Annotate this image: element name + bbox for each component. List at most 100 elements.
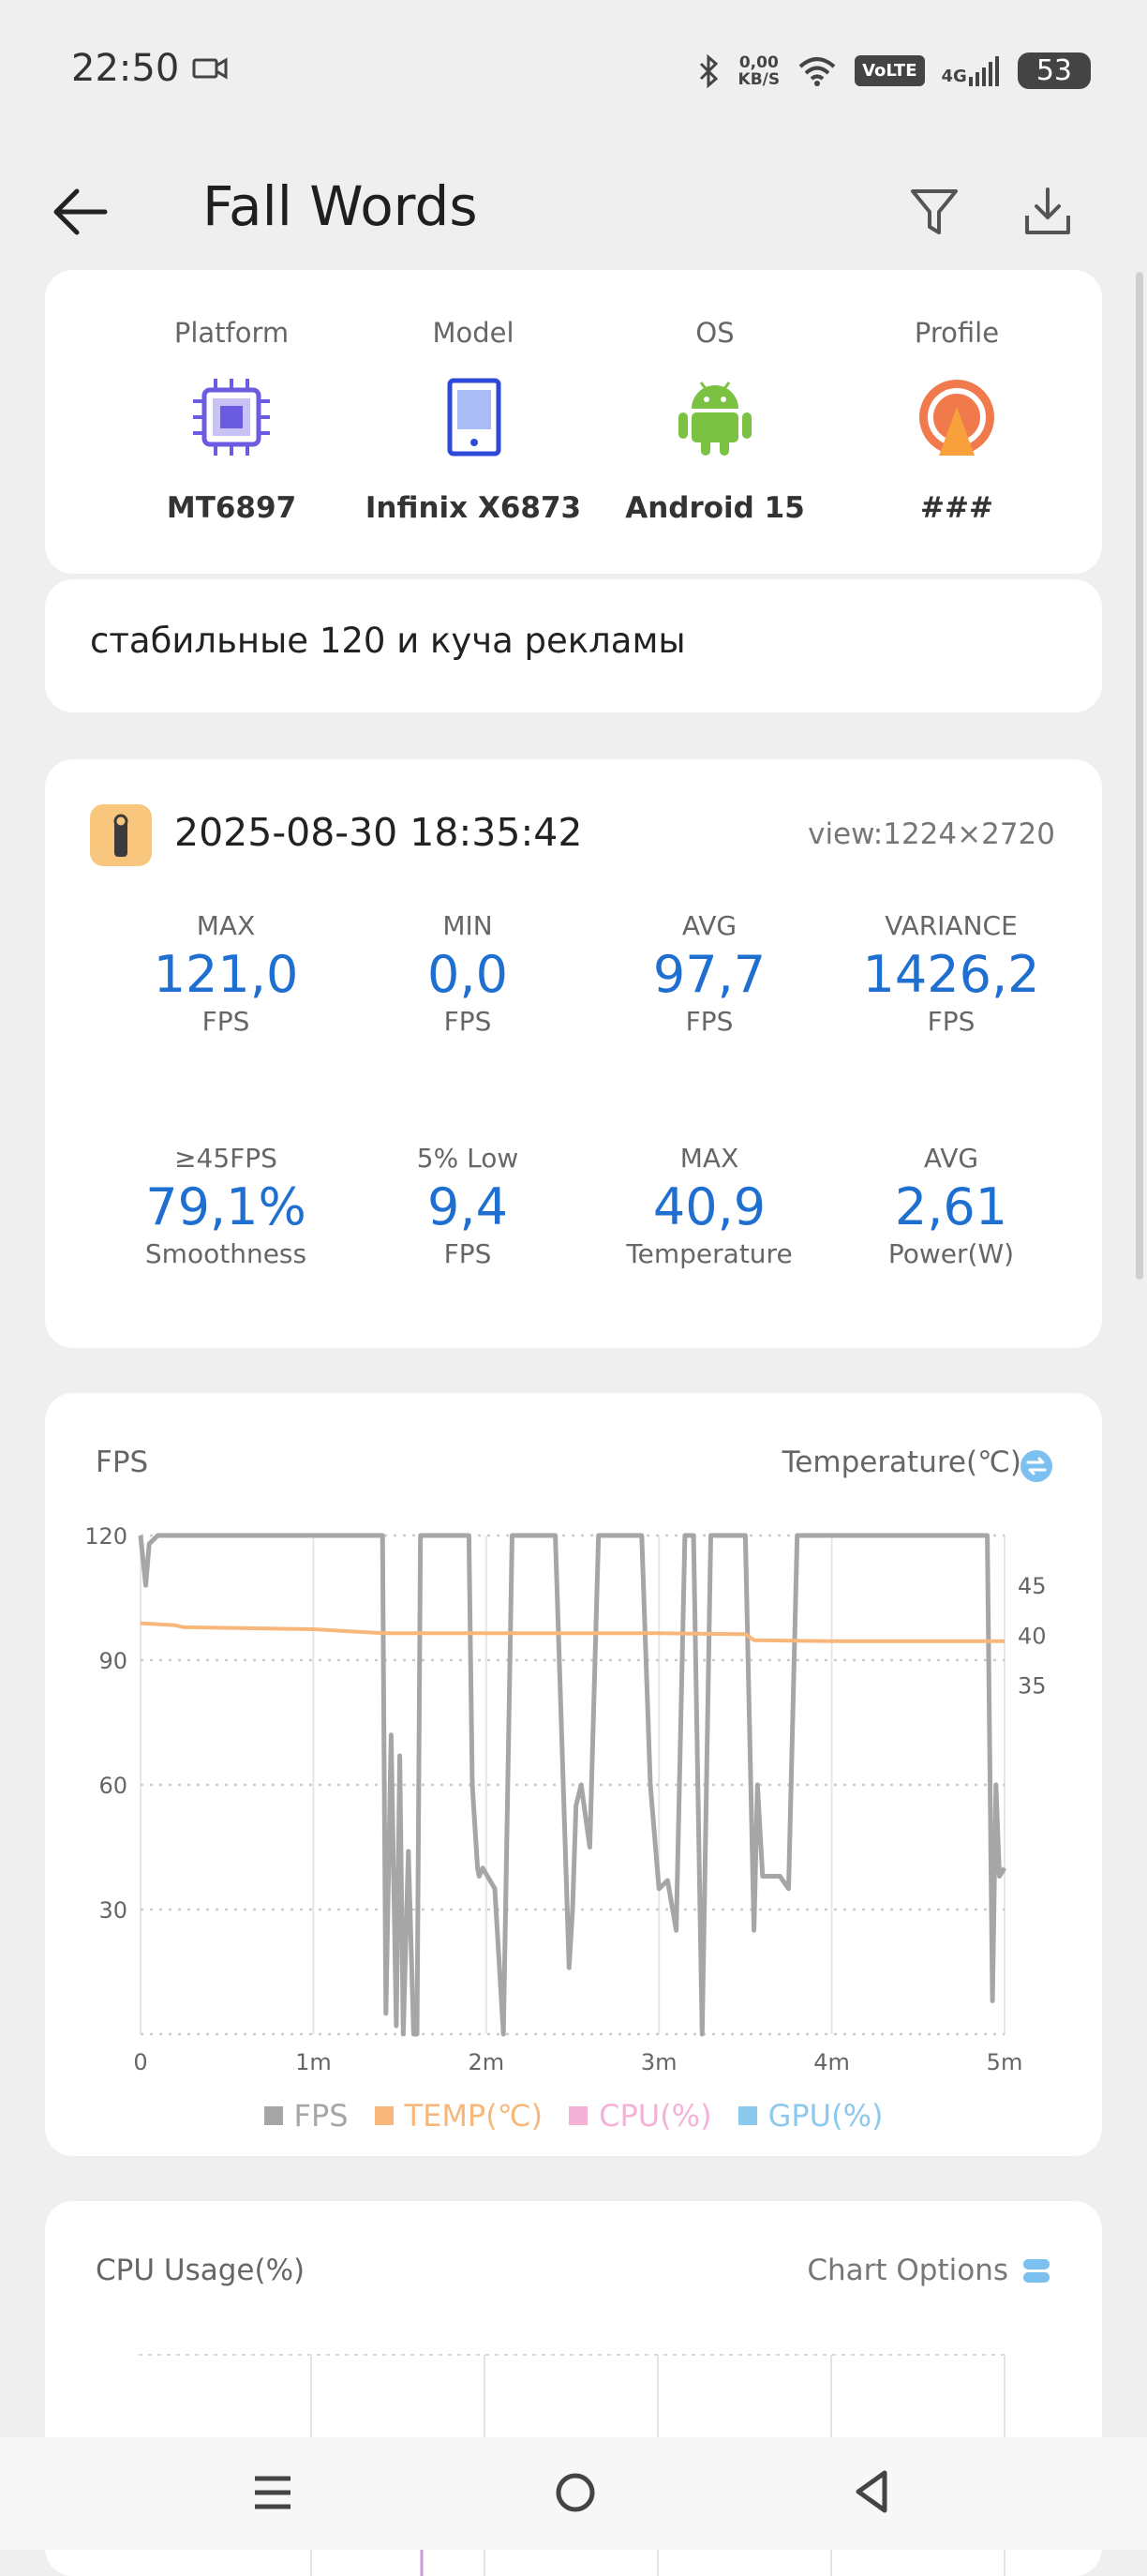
video-camera-icon	[192, 57, 228, 80]
legend-swatch	[569, 2106, 588, 2125]
stat-unit: Temperature	[626, 1238, 793, 1269]
stat-unit: FPS	[443, 1006, 492, 1037]
download-icon[interactable]	[1021, 186, 1074, 238]
status-right: 0,00 KB/S VoLTE 4G 53	[697, 52, 1091, 89]
status-bar: 22:50 0,00 KB/S VoLTE 4G	[0, 0, 1147, 150]
back-triangle-icon[interactable]	[849, 2467, 896, 2516]
session-datetime: 2025-08-30 18:35:42	[174, 810, 583, 855]
stat-value: 97,7	[652, 945, 767, 1004]
legend-swatch	[374, 2106, 394, 2125]
arrow-left-icon[interactable]	[51, 187, 111, 236]
stat-max-fps: MAX 121,0 FPS	[105, 907, 347, 1039]
stat-label: 5% Low	[416, 1143, 519, 1174]
profile-value: ###	[920, 491, 993, 525]
stat-min-fps: MIN 0,0 FPS	[347, 907, 588, 1039]
app-logo-glyph	[113, 814, 128, 857]
stat-unit: Smoothness	[144, 1238, 307, 1269]
stat-value: 79,1%	[145, 1177, 306, 1236]
stat-value: 1426,2	[862, 945, 1040, 1004]
bluetooth-icon	[699, 53, 718, 88]
swap-axis-icon[interactable]	[1020, 1449, 1053, 1483]
platform-value: MT6897	[166, 491, 297, 525]
model-value: Infinix X6873	[365, 491, 582, 525]
legend-gpu[interactable]: GPU(%)	[737, 2098, 884, 2134]
network-speed-unit: KB/S	[737, 69, 781, 89]
stat-label: AVG	[681, 910, 737, 941]
stat-unit: Power(W)	[887, 1238, 1015, 1269]
home-icon[interactable]	[552, 2469, 599, 2516]
y-tick-label: 60	[98, 1773, 127, 1799]
x-tick-label: 4m	[813, 2049, 850, 2075]
x-tick-label: 2m	[468, 2049, 504, 2075]
app-bar: Fall Words	[0, 150, 1147, 262]
legend-label: GPU(%)	[767, 2098, 884, 2134]
wifi-icon	[798, 56, 836, 86]
status-left: 22:50	[71, 47, 230, 90]
x-tick-label: 5m	[987, 2049, 1023, 2075]
y-tick-label: 90	[98, 1648, 127, 1674]
status-time: 22:50	[71, 47, 180, 90]
stat-unit: FPS	[685, 1006, 734, 1037]
y-tick-label: 30	[98, 1897, 127, 1924]
stat-unit: FPS	[201, 1006, 250, 1037]
platform-label: Platform	[173, 317, 290, 349]
chart-options-icon[interactable]	[1021, 2255, 1051, 2285]
stat-value: 2,61	[894, 1177, 1008, 1236]
temperature-axis-title: Temperature(℃)	[782, 1445, 1021, 1479]
signal-icon	[968, 55, 999, 86]
view-size: view:1224×2720	[808, 817, 1055, 851]
legend-label: CPU(%)	[599, 2098, 712, 2134]
temperature-series-line	[140, 1621, 1005, 1643]
x-tick-label: 1m	[295, 2049, 332, 2075]
chart-legend: FPS TEMP(℃) CPU(%) GPU(%)	[45, 2098, 1102, 2134]
cpu-chart-title: CPU Usage(%)	[96, 2254, 305, 2287]
stat-label: AVG	[923, 1143, 979, 1174]
x-tick-label: 3m	[641, 2049, 678, 2075]
legend-fps[interactable]: FPS	[263, 2098, 349, 2134]
stat-label: MIN	[442, 910, 493, 941]
device-info-card: Platform MT6897 Model Infinix X6873 OS	[45, 270, 1102, 574]
android-icon	[678, 382, 752, 456]
chip-icon	[193, 379, 270, 456]
stat-avg-power: AVG 2,61 Power(W)	[830, 1140, 1072, 1271]
navigation-bar	[0, 2437, 1147, 2550]
y-right-tick-label: 40	[1018, 1623, 1047, 1649]
fps-series-line	[138, 1533, 1007, 2037]
stat-value: 40,9	[652, 1177, 767, 1236]
legend-swatch	[263, 2106, 283, 2125]
profile-icon	[919, 380, 994, 456]
app-logo-icon	[90, 804, 152, 866]
y-right-tick-label: 35	[1018, 1673, 1047, 1700]
session-note: стабильные 120 и куча рекламы	[90, 621, 686, 661]
os-label: OS	[695, 317, 735, 349]
legend-swatch	[737, 2106, 757, 2125]
stat-label: VARIANCE	[885, 910, 1018, 941]
fps-chart[interactable]: 30 60 90 120 35 40 45 0 1m 2m 3m 4m 5m	[45, 1468, 1102, 2143]
scrollbar[interactable]	[1136, 272, 1143, 1280]
model-label: Model	[432, 317, 514, 349]
network-speed-value: 0,00	[738, 52, 779, 72]
signal-indicator: 4G	[941, 55, 1001, 86]
note-card[interactable]: стабильные 120 и куча рекламы	[45, 579, 1102, 712]
summary-card: 2025-08-30 18:35:42 view:1224×2720 MAX 1…	[45, 759, 1102, 1348]
filter-icon[interactable]	[909, 186, 960, 238]
network-speed: 0,00 KB/S	[738, 54, 781, 88]
stat-label: MAX	[196, 910, 256, 941]
page-title: Fall Words	[202, 174, 478, 238]
stat-unit: FPS	[443, 1238, 492, 1269]
chart-options-label[interactable]: Chart Options	[807, 2254, 1008, 2287]
legend-cpu[interactable]: CPU(%)	[569, 2098, 712, 2134]
stat-value: 9,4	[427, 1177, 508, 1236]
network-type: 4G	[941, 66, 967, 86]
legend-label: TEMP(℃)	[404, 2098, 544, 2134]
profile-label: Profile	[914, 317, 1000, 349]
stat-5pct-low: 5% Low 9,4 FPS	[347, 1140, 588, 1271]
stat-variance: VARIANCE 1426,2 FPS	[830, 907, 1072, 1039]
phone-icon	[447, 378, 501, 457]
menu-icon[interactable]	[249, 2469, 296, 2516]
legend-temp[interactable]: TEMP(℃)	[374, 2098, 544, 2134]
stat-smoothness: ≥45FPS 79,1% Smoothness	[105, 1140, 347, 1271]
x-tick-label: 0	[133, 2049, 147, 2075]
stat-unit: FPS	[927, 1006, 976, 1037]
os-value: Android 15	[625, 491, 805, 525]
